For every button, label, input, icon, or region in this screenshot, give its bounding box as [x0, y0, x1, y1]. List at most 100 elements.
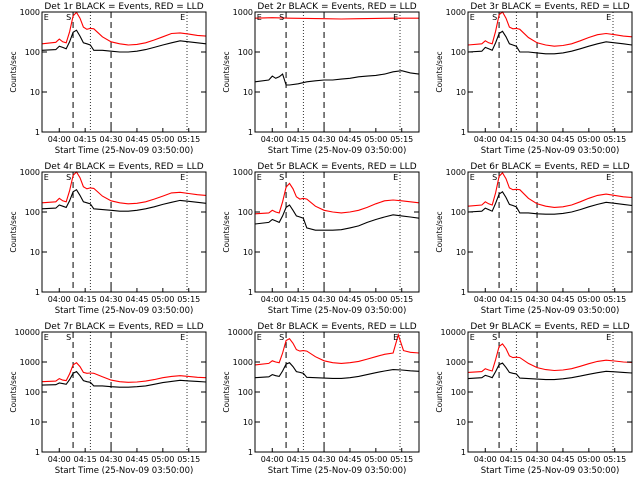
panel-title: Det 8r BLACK = Events, RED = LLD [257, 322, 416, 332]
plot-frame [467, 11, 633, 133]
series-line [41, 361, 207, 383]
x-tick-label: 05:00 [151, 455, 174, 464]
y-tick-label: 1000 [446, 358, 466, 367]
event-marker-label: E [470, 333, 475, 342]
y-axis-label: Counts/sec [435, 371, 444, 412]
y-tick-label: 100 [25, 48, 40, 57]
y-tick-label: 1000 [233, 168, 253, 177]
x-tick-label: 04:00 [261, 135, 284, 144]
event-marker-label: E [470, 173, 475, 182]
y-tick-label: 1 [461, 128, 466, 137]
x-tick-label: 04:15 [500, 135, 523, 144]
chart-svg: Det 1r BLACK = Events, RED = LLD 1 10 100 10… [9, 2, 207, 156]
x-tick-label: 04:45 [551, 135, 574, 144]
x-tick-label: 04:15 [74, 295, 97, 304]
y-tick-label: 100 [238, 388, 253, 397]
y-tick-label: 10000 [15, 328, 40, 337]
x-tick-label: 04:15 [287, 295, 310, 304]
plot-frame [41, 331, 207, 453]
series-line [467, 191, 633, 215]
y-tick-label: 1 [248, 128, 253, 137]
y-tick-label: 1000 [20, 168, 40, 177]
plot-frame [41, 171, 207, 293]
y-tick-label: 10 [456, 88, 466, 97]
x-tick-label: 05:15 [603, 135, 626, 144]
y-tick-label: 1 [35, 288, 40, 297]
event-marker-label: E [606, 333, 611, 342]
detector-panel: Det 3r BLACK = Events, RED = LLD 1 10 100 10… [426, 0, 639, 160]
plot-frame [254, 171, 420, 293]
x-tick-label: 04:30 [526, 295, 549, 304]
chart-svg: Det 3r BLACK = Events, RED = LLD 1 10 100 10… [435, 2, 633, 156]
event-marker-label: S [66, 13, 71, 22]
x-tick-label: 04:45 [125, 455, 148, 464]
event-marker-label: S [492, 173, 497, 182]
y-axis-label: Counts/sec [9, 51, 18, 92]
panel-title: Det 2r BLACK = Events, RED = LLD [257, 2, 416, 12]
y-tick-label: 10 [30, 88, 40, 97]
plot-frame [41, 11, 207, 133]
y-tick-label: 1000 [233, 8, 253, 17]
x-tick-label: 04:00 [474, 135, 497, 144]
event-marker-label: S [66, 333, 71, 342]
y-axis-label: Counts/sec [9, 371, 18, 412]
y-tick-label: 1000 [20, 8, 40, 17]
event-marker-label: S [492, 333, 497, 342]
x-tick-label: 05:00 [364, 455, 387, 464]
y-tick-label: 1 [461, 448, 466, 457]
x-axis-label: Start Time (25-Nov-09 03:50:00) [481, 466, 620, 476]
series-line [254, 362, 420, 379]
x-tick-label: 05:00 [577, 295, 600, 304]
x-axis-label: Start Time (25-Nov-09 03:50:00) [481, 306, 620, 316]
detector-panel: Det 8r BLACK = Events, RED = LLD 1 10 100 10… [213, 320, 426, 480]
chart-svg: Det 4r BLACK = Events, RED = LLD 1 10 100 10… [9, 162, 207, 316]
x-axis-label: Start Time (25-Nov-09 03:50:00) [268, 306, 407, 316]
series-line [254, 333, 420, 366]
event-marker-label: E [393, 13, 398, 22]
detector-panel: Det 9r BLACK = Events, RED = LLD 1 10 100 10… [426, 320, 639, 480]
y-tick-label: 1 [248, 448, 253, 457]
x-tick-label: 04:15 [500, 455, 523, 464]
y-axis-label: Counts/sec [435, 51, 444, 92]
series-line [41, 171, 207, 205]
event-marker-label: E [606, 13, 611, 22]
plot-frame [467, 171, 633, 293]
y-tick-label: 10 [456, 248, 466, 257]
series-line [254, 70, 420, 86]
x-tick-label: 05:15 [177, 295, 200, 304]
y-tick-label: 100 [238, 48, 253, 57]
event-marker-label: E [44, 173, 49, 182]
x-tick-label: 04:45 [125, 135, 148, 144]
series-line [41, 188, 207, 212]
chart-svg: Det 7r BLACK = Events, RED = LLD 1 10 100 10… [9, 322, 207, 476]
y-tick-label: 10 [243, 248, 253, 257]
detector-panel: Det 7r BLACK = Events, RED = LLD 1 10 100 10… [0, 320, 213, 480]
y-tick-label: 10 [456, 418, 466, 427]
x-tick-label: 04:00 [474, 455, 497, 464]
y-axis-label: Counts/sec [222, 51, 231, 92]
event-marker-label: S [492, 13, 497, 22]
chart-svg: Det 9r BLACK = Events, RED = LLD 1 10 100 10… [435, 322, 633, 476]
y-tick-label: 100 [451, 388, 466, 397]
y-tick-label: 10 [30, 248, 40, 257]
x-tick-label: 04:30 [100, 135, 123, 144]
event-marker-label: E [606, 173, 611, 182]
series-line [41, 11, 207, 46]
y-tick-label: 1000 [446, 168, 466, 177]
x-axis-label: Start Time (25-Nov-09 03:50:00) [268, 466, 407, 476]
event-marker-label: S [279, 173, 284, 182]
x-tick-label: 04:30 [313, 455, 336, 464]
x-tick-label: 05:15 [390, 455, 413, 464]
event-marker-label: E [180, 13, 185, 22]
panel-title: Det 7r BLACK = Events, RED = LLD [44, 322, 203, 332]
event-marker-label: E [44, 333, 49, 342]
x-tick-label: 04:00 [261, 295, 284, 304]
x-tick-label: 04:15 [287, 135, 310, 144]
plot-frame [254, 11, 420, 133]
detector-panel: Det 1r BLACK = Events, RED = LLD 1 10 100 10… [0, 0, 213, 160]
y-tick-label: 10 [30, 418, 40, 427]
panel-title: Det 6r BLACK = Events, RED = LLD [470, 162, 629, 172]
y-axis-label: Counts/sec [222, 371, 231, 412]
panel-title: Det 5r BLACK = Events, RED = LLD [257, 162, 416, 172]
series-line [467, 362, 633, 381]
